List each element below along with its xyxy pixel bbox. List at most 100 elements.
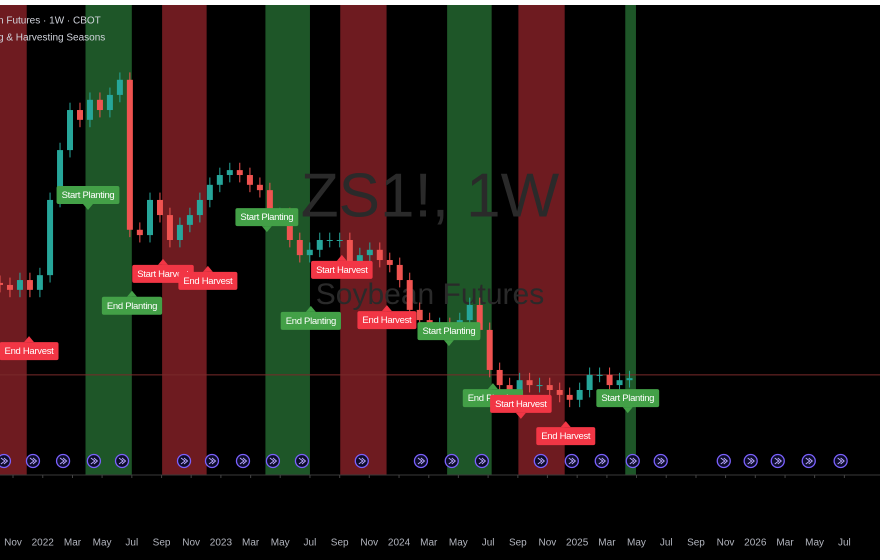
candle-body (186, 215, 193, 225)
x-tick-label: Sep (509, 538, 527, 549)
x-tick-label: 2023 (210, 538, 233, 549)
label-box (417, 322, 481, 341)
event-icon (533, 453, 548, 469)
event-icon (114, 453, 130, 469)
candle-body (86, 99, 93, 120)
x-tick-label: Jul (482, 538, 495, 549)
event-arrow (568, 457, 577, 465)
x-tick-label: May (271, 538, 290, 549)
event-arrow (59, 457, 68, 465)
candle-body (196, 199, 203, 216)
candle-body (236, 170, 243, 176)
candle-body (476, 304, 483, 330)
season-label: Start Planting (56, 186, 120, 211)
event-icon (265, 453, 281, 469)
x-tick-label: 2025 (566, 538, 589, 549)
event-icon (743, 453, 758, 469)
event-circle (770, 453, 785, 469)
event-circle (235, 453, 251, 469)
event-arrow (29, 457, 38, 465)
candle-body (286, 215, 293, 240)
label-text: End Harvest (5, 346, 55, 357)
season-label: Start Planting (596, 389, 660, 414)
event-icon (25, 453, 41, 469)
x-tick-label: Jul (304, 538, 317, 549)
event-arrow (269, 457, 278, 465)
event-arrow (629, 457, 638, 465)
candle-body (6, 284, 13, 290)
event-arrow (239, 457, 248, 465)
candle-body (556, 389, 563, 395)
x-tick-label: Nov (4, 538, 22, 549)
event-circle (594, 453, 609, 469)
x-tick-label: Mar (242, 538, 260, 549)
event-arrow (448, 457, 457, 465)
event-icon (625, 453, 640, 469)
event-circle (743, 453, 758, 469)
x-tick-label: 2022 (32, 538, 55, 549)
event-circle (265, 453, 281, 469)
event-icon (354, 453, 369, 469)
event-arrow (417, 457, 426, 465)
event-arrow (0, 457, 9, 465)
event-icon (716, 453, 731, 469)
event-circle (204, 453, 220, 469)
season-label: End Harvest (357, 305, 417, 330)
label-pointer (202, 265, 213, 272)
candle-body (386, 260, 393, 265)
season-label: End Planting (101, 290, 163, 315)
x-tick-label: Nov (360, 538, 378, 549)
event-circle (86, 453, 102, 469)
event-icon (474, 453, 490, 469)
label-pointer (622, 407, 633, 414)
label-text: End Harvest (362, 315, 412, 326)
candle-body (566, 394, 573, 400)
event-icon (55, 453, 71, 469)
label-box (490, 394, 552, 413)
x-tick-label: Nov (539, 538, 557, 549)
label-pointer (487, 383, 498, 390)
label-pointer (515, 412, 526, 419)
label-pointer (443, 340, 454, 347)
candle-body (326, 240, 333, 241)
label-box (132, 264, 194, 283)
event-circle (801, 453, 816, 469)
candle-body (96, 99, 103, 111)
label-text: End Planting (107, 301, 157, 312)
label-pointer (24, 336, 35, 343)
label-box (596, 389, 660, 408)
season-label: End Planting (280, 305, 341, 330)
label-text: End Harvest (183, 276, 233, 287)
watermark-subtitle: Soybean Futures (316, 278, 544, 311)
x-tick-label: Jul (660, 538, 673, 549)
event-arrow (298, 457, 307, 465)
candle-body (57, 150, 64, 200)
event-circle (176, 453, 192, 469)
event-arrow (118, 457, 127, 465)
candle-body (366, 249, 373, 256)
event-circle (444, 453, 459, 469)
label-pointer (336, 254, 347, 261)
season-label: Start Planting (235, 208, 299, 233)
x-tick-label: 2026 (744, 538, 767, 549)
event-arrow (358, 457, 367, 465)
candle-body (0, 282, 3, 285)
label-pointer (83, 204, 93, 211)
event-icon (235, 453, 251, 469)
label-box (178, 271, 238, 290)
candle-body (26, 280, 33, 290)
label-text: Start Planting (601, 393, 654, 404)
candle-body (616, 380, 623, 386)
candle-body (206, 184, 213, 200)
label-pointer (261, 226, 272, 233)
candle-body (146, 199, 153, 236)
chart-title: n Futures · 1W · CBOT (0, 16, 101, 27)
x-tick-label: May (805, 538, 824, 549)
event-icon (294, 453, 310, 469)
candle-body (516, 380, 523, 390)
event-arrow (747, 457, 755, 465)
candle-body (106, 94, 113, 111)
event-arrow (208, 457, 217, 465)
candle-body (156, 199, 163, 216)
